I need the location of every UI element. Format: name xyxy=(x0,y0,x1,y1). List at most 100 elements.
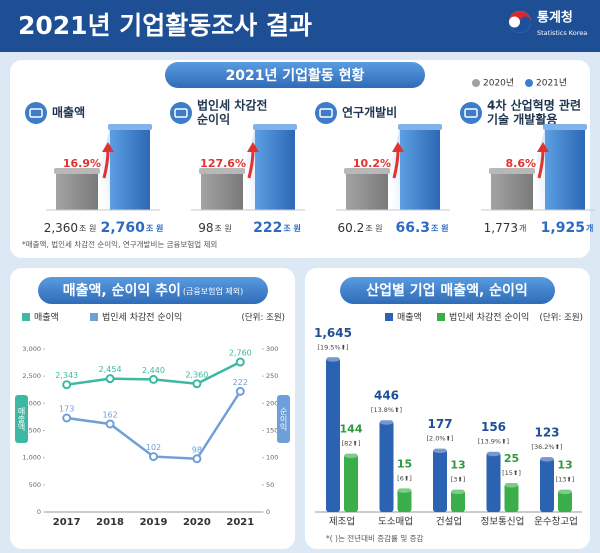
series-point xyxy=(149,452,158,462)
bar-2020 xyxy=(56,172,98,210)
bar-2021-top xyxy=(398,124,442,130)
item-after-value: 66.3 xyxy=(395,220,430,236)
change-label: [3⬆] xyxy=(451,476,466,484)
change-label: [13⬆] xyxy=(556,476,575,484)
item-label: 법인세 차감전 xyxy=(197,98,267,113)
data-label: 162 xyxy=(102,410,117,419)
data-label: 98 xyxy=(192,445,202,454)
item-after-unit: 조 원 xyxy=(283,223,301,233)
y-tick-label: 0 xyxy=(37,508,41,516)
data-label: 177 xyxy=(427,417,452,431)
item-label: 연구개발비 xyxy=(342,105,397,120)
bar-cap xyxy=(433,448,447,454)
x-tick-label: 도소매업 xyxy=(378,516,413,528)
data-label: 25 xyxy=(504,452,519,465)
x-tick-label: 2020 xyxy=(183,517,211,528)
summary-title-pill xyxy=(165,62,425,88)
y-axis-label: 매출액 xyxy=(17,407,26,432)
summary-title: 2021년 기업활동 현황 xyxy=(226,67,365,84)
growth-arrow xyxy=(247,149,255,179)
series-point xyxy=(62,413,72,423)
x-tick-label: 건설업 xyxy=(436,516,462,528)
org-name-en: Statistics Korea xyxy=(537,29,587,37)
data-label: 13 xyxy=(557,459,572,472)
growth-arrow xyxy=(102,149,110,179)
page-title: 2021년 기업활동조사 결과 xyxy=(18,11,312,40)
item-icon-glyph xyxy=(174,108,188,118)
x-tick-label: 2017 xyxy=(53,517,81,528)
bar-cap xyxy=(504,482,519,488)
bar-2021 xyxy=(255,128,295,210)
data-label: 2,343 xyxy=(55,371,78,380)
data-label: 173 xyxy=(59,405,74,414)
change-label: [13.8%⬆] xyxy=(371,406,402,414)
series-point xyxy=(235,386,245,396)
data-label: 2,360 xyxy=(185,370,208,379)
bar-2021-top xyxy=(543,124,587,130)
item-after: 1,925개 xyxy=(541,220,594,236)
bar-2020 xyxy=(201,172,243,210)
growth-arrow-head xyxy=(102,142,114,152)
series-point xyxy=(105,419,115,429)
item-label: 순이익 xyxy=(197,112,230,127)
item-before: 2,360조 원 xyxy=(44,221,97,235)
change-label: [15⬆] xyxy=(502,469,521,477)
item-icon-glyph xyxy=(29,108,43,118)
bar-chart: 매출액 법인세 차감전 순이익 (단위: 조원) 제조업 도소매업 건설업 정보통신업 운수창… xyxy=(314,311,583,528)
legend-label: 2020년 xyxy=(483,78,514,89)
y2-label-box xyxy=(277,395,290,443)
legend-swatch xyxy=(22,313,30,321)
item-before-value: 98 xyxy=(198,221,213,235)
org-name: 통계청 xyxy=(537,10,573,26)
growth-arrow-head xyxy=(537,142,549,152)
growth-arrow-head xyxy=(247,142,259,152)
bar-cap xyxy=(379,419,394,425)
item-icon-glyph xyxy=(319,108,333,118)
x-tick-label: 제조업 xyxy=(329,516,355,528)
growth-arrow xyxy=(392,149,400,179)
data-label: 156 xyxy=(481,420,506,434)
bar-title-pill xyxy=(340,277,555,304)
bar-panel xyxy=(305,268,590,549)
data-label: 2,440 xyxy=(142,366,165,375)
data-label: 123 xyxy=(534,426,559,440)
legend-swatch xyxy=(385,313,393,321)
y-label-box xyxy=(15,395,28,443)
item-label: 매출액 xyxy=(52,105,85,120)
bar-2020 xyxy=(346,172,388,210)
x-tick-label: 2019 xyxy=(140,517,168,528)
data-label: 222 xyxy=(233,378,248,387)
bar-2021-top xyxy=(253,124,297,130)
bar-2021-top xyxy=(108,124,152,130)
y2-tick-label: 50 xyxy=(266,481,274,489)
bar-2021 xyxy=(545,128,585,210)
change-label: [36.2%⬆] xyxy=(531,443,562,451)
y2-tick-label: 150 xyxy=(266,427,278,435)
title-sub: (금융보험업 제외) xyxy=(183,286,243,296)
bar-2021 xyxy=(400,128,440,210)
series-point xyxy=(192,379,202,389)
series-point xyxy=(192,454,202,464)
legend-label: 2021년 xyxy=(536,78,567,89)
bar xyxy=(451,489,465,512)
change-label: [13.9%⬆] xyxy=(478,438,509,446)
bar-2020-top xyxy=(489,168,535,174)
bar-note: *( )는 전년대비 증감률 및 증감 xyxy=(326,533,424,543)
y2-tick-label: 300 xyxy=(266,345,278,353)
item-before-value: 60.2 xyxy=(338,221,365,235)
bar xyxy=(486,451,501,512)
bar-chart-title: 산업별 기업 매출액, 순이익 xyxy=(366,282,528,299)
legend-label: 법인세 차감전 순이익 xyxy=(102,311,182,323)
header-band xyxy=(0,0,600,52)
bar xyxy=(504,483,519,512)
bar-2021 xyxy=(110,128,150,210)
legend-label: 매출액 xyxy=(34,311,59,323)
item-after: 66.3조 원 xyxy=(395,220,448,236)
change-label: [19.5%⬆] xyxy=(317,343,348,351)
bar-2020 xyxy=(491,172,533,210)
item-change: 16.9% xyxy=(63,157,101,170)
summary-note: *매출액, 법인세 차감전 순이익, 연구개발비는 금융보험업 제외 xyxy=(22,239,217,249)
x-tick-label: 2021 xyxy=(226,517,254,528)
